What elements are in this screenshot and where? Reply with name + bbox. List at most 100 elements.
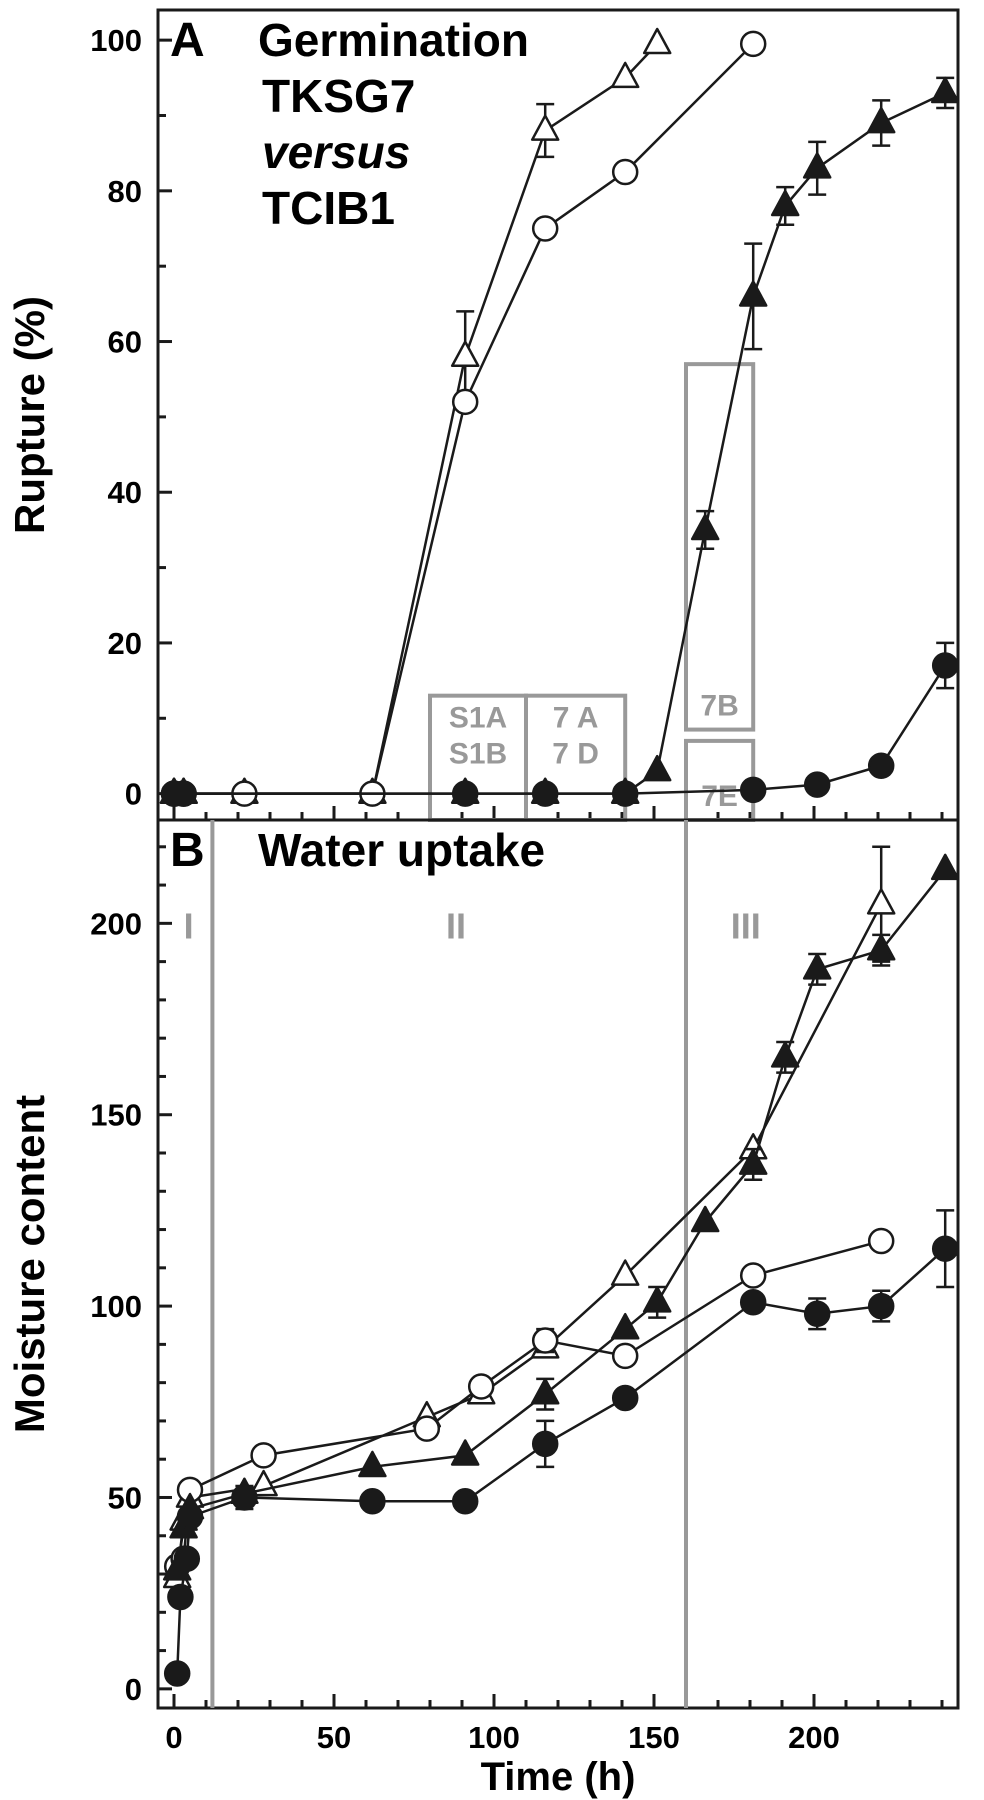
data-point: [611, 1384, 639, 1412]
y-tick-label: 60: [108, 325, 142, 360]
data-point: [867, 1227, 895, 1255]
data-point: [250, 1442, 277, 1469]
y-tick-label: 0: [125, 1672, 142, 1707]
data-point: [642, 1286, 672, 1313]
data-point: [610, 61, 640, 89]
panel-title-line: TCIB1: [262, 182, 395, 234]
data-point: [739, 1262, 767, 1289]
data-point: [611, 1342, 639, 1370]
data-point: [531, 780, 559, 807]
annotation-rect: [684, 362, 756, 732]
data-point: [530, 114, 560, 141]
data-point: [866, 888, 896, 915]
data-point: [642, 27, 672, 55]
data-point: [359, 1488, 386, 1515]
series-line: [174, 43, 755, 795]
data-point: [450, 340, 480, 367]
data-point: [803, 1300, 831, 1328]
data-point: [451, 1488, 479, 1515]
data-point: [931, 1235, 959, 1262]
annotation-label: 7 D: [552, 738, 599, 771]
data-point: [738, 280, 768, 307]
annotation-box: 7E: [684, 738, 756, 823]
annotation-box: 7B: [684, 362, 756, 732]
x-axis-label: Time (h): [481, 1755, 636, 1799]
data-point: [531, 1327, 559, 1354]
data-point: [802, 953, 832, 980]
series-line: [175, 868, 947, 1571]
series-triangle-filled: [162, 853, 960, 1581]
data-point: [413, 1415, 441, 1442]
data-point: [531, 1430, 559, 1458]
annotation-label: S1B: [449, 738, 507, 771]
annotation-label: 7B: [700, 690, 738, 723]
y-tick-label: 0: [125, 777, 142, 812]
data-point: [642, 754, 672, 782]
data-point: [738, 1148, 768, 1175]
data-point: [931, 652, 959, 679]
series-circle-open: [160, 30, 767, 807]
data-point: [739, 1289, 767, 1316]
data-point: [803, 771, 831, 798]
panel-letter: A: [170, 14, 205, 67]
series-line: [175, 903, 883, 1579]
data-point: [690, 513, 720, 541]
y-axis-label: Moisture content: [6, 1095, 53, 1433]
phase-label: I: [184, 906, 194, 947]
data-point: [451, 780, 479, 807]
data-point: [867, 752, 895, 779]
series-line: [174, 43, 659, 795]
data-point: [739, 30, 767, 58]
data-point: [451, 388, 479, 416]
y-tick-label: 100: [90, 23, 142, 58]
x-tick-label: 0: [165, 1720, 182, 1755]
data-point: [611, 780, 639, 807]
data-point: [450, 1439, 480, 1466]
panel-b: 0 50 100 150 200 Moisture content B Water uptak…: [6, 818, 960, 1710]
series-circle-filled: [163, 1209, 959, 1687]
x-tick-label: 50: [317, 1720, 351, 1755]
y-axis-label: Rupture (%): [6, 296, 53, 534]
data-point: [866, 934, 896, 961]
y-tick-label: 150: [90, 1098, 142, 1133]
y-tick-label: 100: [90, 1289, 142, 1324]
data-point: [173, 1545, 201, 1572]
phase-label: II: [446, 906, 466, 947]
data-point: [867, 1292, 895, 1320]
data-point: [770, 1041, 800, 1068]
series-circle-open: [163, 1227, 895, 1580]
annotation-label: 7E: [701, 780, 738, 813]
y-tick-label: 20: [108, 626, 142, 661]
y-tick-label: 80: [108, 174, 142, 209]
panel-a: 0 20 40 60 80 100 Rupture (%) A GerminationTKSG7…: [6, 8, 960, 823]
panel-title-line: Germination: [258, 14, 529, 66]
data-point: [930, 76, 960, 104]
series-triangle-open: [159, 27, 672, 804]
data-point: [610, 1312, 640, 1340]
data-point: [163, 1660, 191, 1687]
panel-title-line: TKSG7: [262, 70, 415, 122]
data-point: [611, 158, 639, 186]
y-tick-label: 40: [108, 475, 142, 510]
annotation-label: S1A: [449, 702, 507, 735]
panel-title-line: versus: [262, 126, 410, 178]
data-point: [690, 1205, 720, 1233]
data-point: [930, 853, 960, 881]
data-point: [167, 1583, 194, 1611]
x-tick-label: 200: [788, 1720, 840, 1755]
series-circle-filled: [160, 641, 959, 807]
x-tick-label: 150: [628, 1720, 680, 1755]
series-triangle-open: [162, 845, 896, 1589]
data-point: [170, 780, 197, 807]
data-point: [530, 1378, 560, 1405]
data-point: [802, 152, 832, 179]
data-point: [358, 1450, 387, 1478]
phase-label: III: [731, 906, 761, 947]
series-line: [176, 1239, 882, 1568]
y-tick-label: 50: [108, 1480, 142, 1515]
data-point: [231, 1484, 258, 1511]
data-point: [176, 1503, 204, 1530]
data-point: [770, 189, 800, 217]
plot-frame: [156, 818, 960, 1710]
